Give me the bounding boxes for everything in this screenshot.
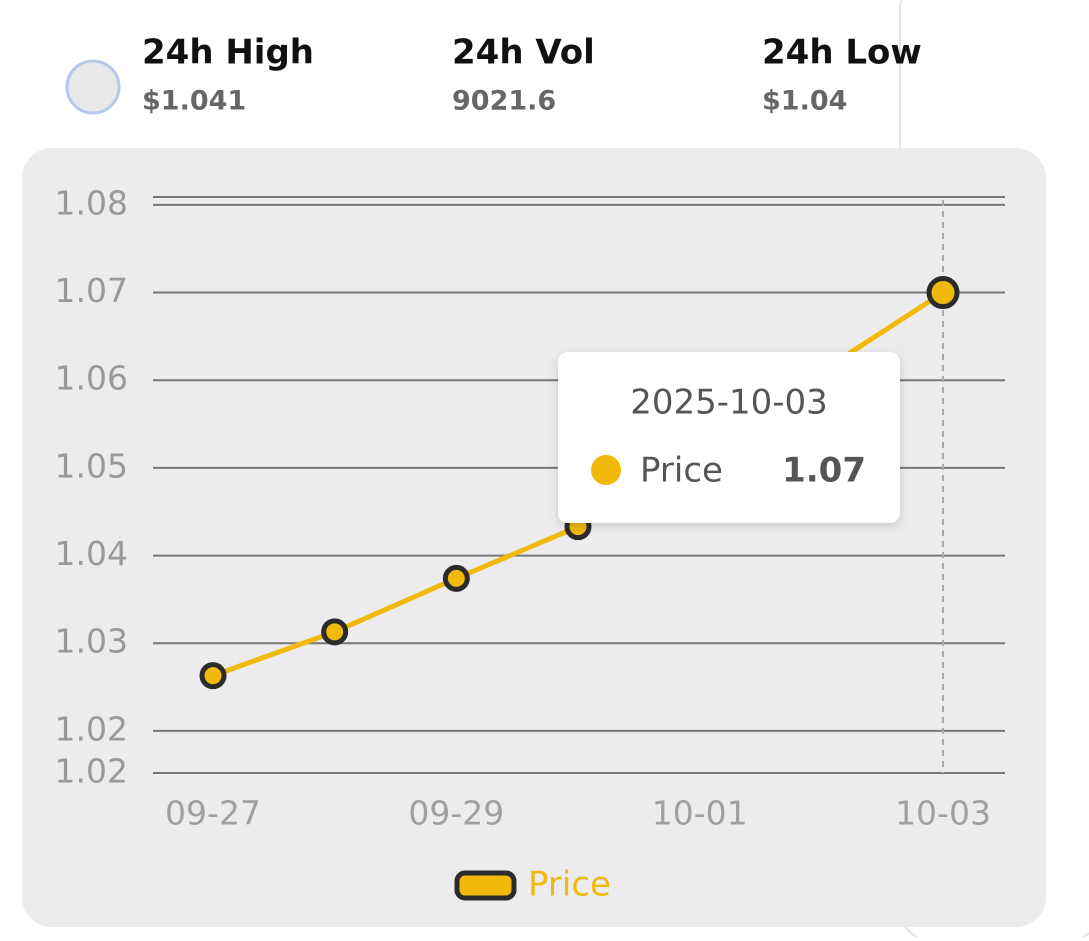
tooltip-value: 1.07 (782, 451, 866, 491)
y-tick-label: 1.03 (55, 622, 128, 661)
y-tick-label: 1.04 (55, 534, 128, 573)
point (926, 276, 960, 310)
avatar[interactable] (65, 59, 121, 115)
stat-value: 9021.6 (452, 86, 556, 117)
y-tick-label: 1.08 (55, 183, 128, 222)
tooltip-date: 2025-10-03 (630, 383, 828, 423)
tooltip-box (558, 352, 900, 523)
legend[interactable]: Price (454, 865, 611, 905)
y-tick-label: 1.05 (55, 446, 128, 485)
y-tick-label: 1.02 (55, 709, 128, 748)
tooltip-dot (591, 455, 621, 485)
chart-card (22, 148, 1046, 927)
x-tick-label: 10-01 (652, 794, 748, 833)
stat-label: 24h Vol (452, 33, 595, 73)
stat-label: 24h High (142, 33, 314, 73)
stat-label: 24h Low (762, 33, 922, 73)
x-tick-label: 10-03 (895, 794, 991, 833)
tooltip-label: Price (640, 451, 723, 491)
legend-label: Price (528, 865, 611, 905)
point (321, 618, 349, 646)
stats: 24h High $1.041 24h Vol 9021.6 24h Low $1.04 (142, 33, 922, 117)
stat-value: $1.04 (762, 86, 847, 117)
y-tick-label: 1.07 (55, 271, 128, 310)
chart: 1.02 1.02 1.03 1.04 1.05 1.06 1.07 1.08 09-27 09-… (55, 183, 1005, 833)
point (199, 662, 227, 690)
x-tick-label: 09-29 (408, 794, 504, 833)
y-tick-label: 1.02 (55, 752, 128, 791)
legend-swatch (454, 870, 517, 901)
x-tick-label: 09-27 (165, 794, 261, 833)
y-tick-label: 1.06 (55, 359, 128, 398)
point (442, 564, 470, 592)
tooltip: 2025-10-03 Price 1.07 (558, 352, 900, 523)
stat-value: $1.041 (142, 86, 246, 117)
